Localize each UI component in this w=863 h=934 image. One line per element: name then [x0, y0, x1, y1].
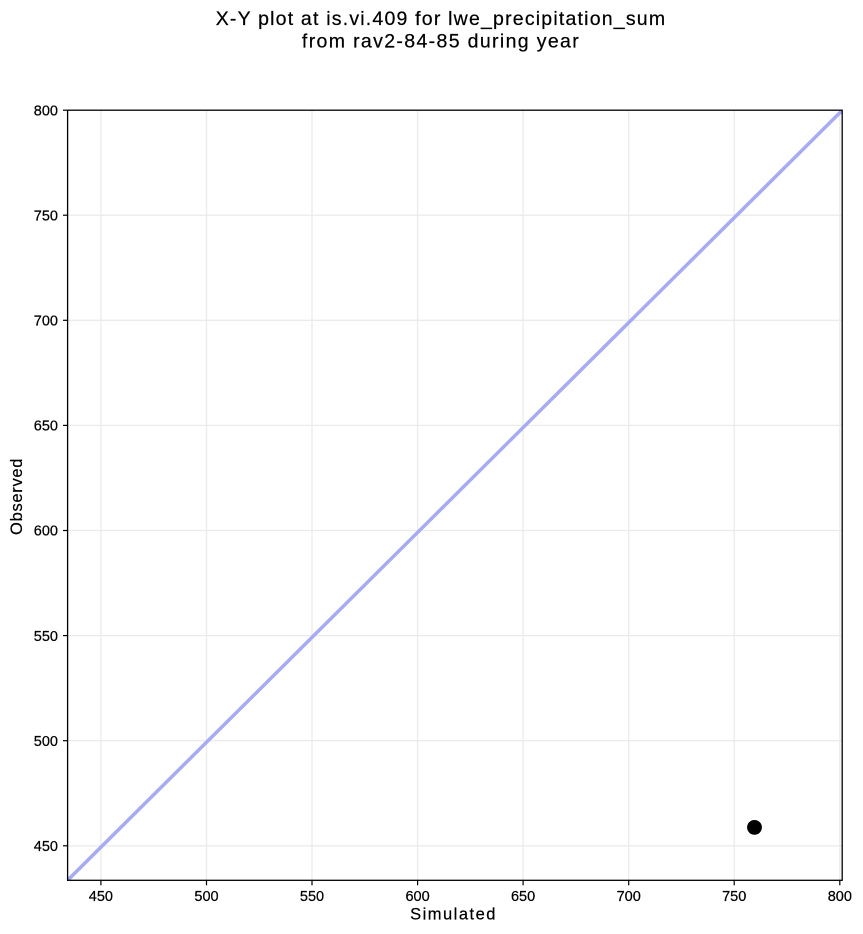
svg-text:Simulated: Simulated [410, 906, 497, 924]
svg-text:600: 600 [34, 524, 58, 540]
svg-text:800: 800 [34, 103, 58, 119]
svg-text:450: 450 [89, 889, 113, 905]
svg-text:450: 450 [34, 839, 58, 855]
svg-text:700: 700 [34, 314, 58, 330]
svg-text:650: 650 [511, 889, 535, 905]
svg-text:550: 550 [34, 629, 58, 645]
svg-text:550: 550 [300, 889, 324, 905]
svg-text:500: 500 [194, 889, 218, 905]
svg-text:650: 650 [34, 419, 58, 435]
svg-text:600: 600 [405, 889, 429, 905]
svg-text:700: 700 [617, 889, 641, 905]
svg-text:from rav2-84-85 during year: from rav2-84-85 during year [302, 31, 580, 53]
svg-text:Observed: Observed [8, 458, 26, 535]
svg-text:750: 750 [722, 889, 746, 905]
svg-text:X-Y plot at is.vi.409 for lwe_: X-Y plot at is.vi.409 for lwe_precipitat… [216, 8, 667, 30]
svg-text:750: 750 [34, 208, 58, 224]
svg-text:500: 500 [34, 734, 58, 750]
svg-text:800: 800 [828, 889, 852, 905]
